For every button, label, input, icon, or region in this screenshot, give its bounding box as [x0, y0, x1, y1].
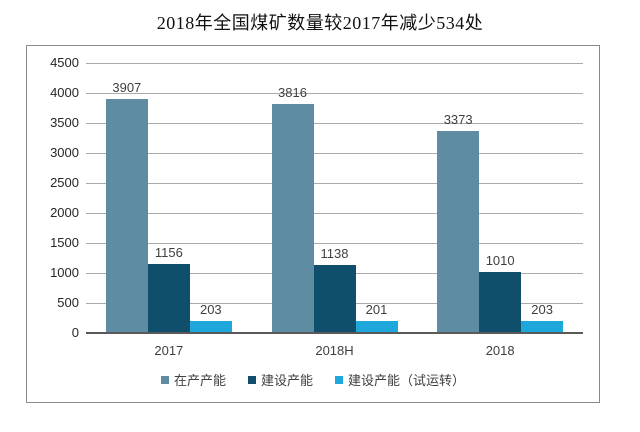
legend-label: 建设产能 — [260, 373, 313, 388]
y-axis-tick-label: 500 — [57, 295, 79, 310]
legend-swatch-icon — [247, 375, 256, 384]
bar-value-label: 203 — [199, 301, 222, 317]
bar-value-label: 3373 — [443, 111, 473, 127]
y-axis-tick-label: 2000 — [50, 205, 79, 220]
y-axis-tick-label: 3500 — [50, 115, 79, 130]
gridline — [86, 93, 583, 94]
x-axis-line — [86, 332, 583, 334]
gridline — [86, 213, 583, 214]
bar-value-label: 201 — [365, 301, 388, 317]
bar-value-label: 1156 — [154, 244, 183, 260]
bar-2018H-series1 — [271, 104, 314, 333]
bar-2018-series1 — [437, 130, 480, 333]
legend-swatch-icon — [160, 375, 169, 384]
y-axis-tick-label: 3000 — [50, 145, 79, 160]
gridline — [86, 123, 583, 124]
y-axis-tick-label: 4000 — [50, 85, 79, 100]
legend-label: 建设产能（试运转） — [348, 373, 466, 388]
legend-label: 在产产能 — [173, 373, 226, 388]
legend-item-series2: 建设产能 — [247, 370, 313, 389]
bar-2018-series3 — [521, 320, 564, 333]
bar-value-label: 3907 — [112, 79, 142, 95]
chart-container: 在产产能 建设产能 建设产能（试运转） 0 500 1000 1500 2000 2500 30… — [26, 45, 600, 403]
bar-value-label: 203 — [531, 301, 553, 317]
bar-2017-series2 — [147, 263, 190, 333]
bar-value-label: 1138 — [320, 245, 349, 261]
bar-value-label: 3816 — [278, 85, 307, 101]
gridline — [86, 243, 583, 244]
x-axis-category-label: 2017 — [154, 343, 184, 358]
legend-swatch-icon — [335, 375, 343, 384]
bar-2017-series1 — [105, 98, 148, 333]
legend: 在产产能 建设产能 建设产能（试运转） — [27, 370, 599, 389]
x-axis-category-label: 2018 — [485, 343, 515, 358]
y-axis-tick-label: 1500 — [50, 235, 79, 250]
bar-2018H-series2 — [313, 264, 356, 333]
y-axis-tick-label: 1000 — [50, 265, 79, 280]
chart-title: 2018年全国煤矿数量较2017年减少534处 — [156, 13, 484, 33]
y-axis-tick-label: 4500 — [50, 55, 79, 70]
bar-2018-series2 — [479, 272, 522, 333]
bar-2017-series3 — [189, 320, 232, 333]
gridline — [86, 183, 583, 184]
gridline — [86, 63, 583, 64]
legend-item-series1: 在产产能 — [160, 370, 226, 389]
x-axis-category-label: 2018H — [315, 343, 354, 358]
gridline — [86, 153, 583, 154]
y-axis-tick-label: 0 — [71, 325, 79, 340]
bar-value-label: 1010 — [485, 253, 515, 269]
y-axis-tick-label: 2500 — [50, 175, 79, 190]
legend-item-series3: 建设产能（试运转） — [335, 370, 465, 389]
bar-2018H-series3 — [355, 320, 398, 333]
